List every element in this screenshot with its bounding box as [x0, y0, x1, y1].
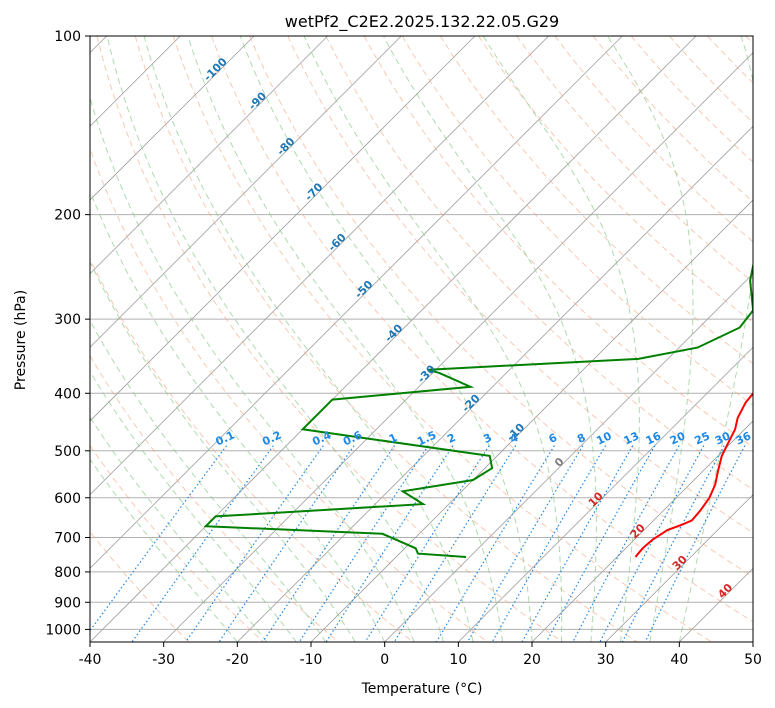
x-tick-label: 50: [744, 652, 762, 668]
moist-adiabat-line: [607, 36, 694, 642]
moist-adiabat-line: [90, 458, 238, 642]
mixing-ratio-label: 20: [668, 429, 688, 447]
moist-adiabat-line: [239, 36, 533, 642]
moist-adiabat-line: [187, 36, 503, 642]
mixing-ratio-line: [364, 445, 490, 642]
moist-adiabat-line: [678, 36, 753, 642]
y-tick-label: 500: [54, 444, 81, 460]
dry-adiabat-line: [211, 36, 753, 623]
dry-adiabat-line: [363, 36, 753, 448]
dry-adiabat-line: [401, 36, 753, 406]
dry-adiabat-line: [134, 36, 638, 642]
y-tick-label: 300: [54, 312, 81, 328]
isotherm-line: [384, 273, 753, 642]
mixing-ratio-label: 13: [622, 429, 641, 447]
y-tick-label: 900: [54, 595, 81, 611]
isotherm-line: [90, 36, 549, 496]
mixing-ratio-line: [491, 445, 607, 642]
isotherm-line: [605, 494, 753, 642]
dry-adiabat-line: [287, 36, 753, 534]
mixing-ratio-line: [572, 445, 680, 642]
dry-adiabat-line: [592, 36, 753, 203]
isotherm-line: [90, 36, 402, 348]
dry-adiabat-line: [90, 354, 339, 642]
x-tick-label: -30: [152, 652, 175, 668]
temperature-line: [634, 391, 753, 558]
dry-adiabat-line: [325, 36, 753, 491]
x-tick-label: -10: [300, 652, 323, 668]
dry-adiabat-line: [96, 36, 563, 642]
mixing-ratio-line: [325, 445, 454, 642]
dry-adiabat-line: [172, 36, 712, 642]
dewpoint-line: [203, 261, 753, 558]
mixing-ratio-label: 16: [644, 429, 664, 447]
moist-adiabat-line: [143, 36, 474, 642]
mixing-ratio-label: 30: [713, 429, 733, 447]
isotherm-line: [531, 420, 753, 642]
x-tick-label: 10: [449, 652, 467, 668]
mixing-ratio-line: [131, 445, 274, 642]
isotherm-line: [458, 346, 753, 642]
y-tick-label: 800: [54, 565, 81, 581]
mixing-ratio-label: 25: [693, 429, 712, 447]
plot-area: [90, 36, 753, 642]
mixing-ratio-line: [393, 445, 517, 642]
mixing-ratio-label: 36: [734, 429, 754, 447]
isotherm-line: [90, 36, 255, 201]
y-axis-label: Pressure (hPa): [13, 290, 29, 390]
y-tick-label: 100: [54, 29, 81, 45]
mixing-ratio-line: [262, 445, 396, 642]
x-tick-label: 40: [670, 652, 688, 668]
dry-adiabat-line: [90, 444, 264, 642]
isotherm-line: [237, 125, 753, 642]
chart-title: wetPf2_C2E2.2025.132.22.05.G29: [285, 12, 559, 32]
moist-adiabat-line: [90, 189, 386, 642]
isotherm-line: [752, 641, 753, 642]
x-tick-label: 20: [523, 652, 541, 668]
mixing-ratio-line: [545, 445, 656, 642]
y-tick-label: 700: [54, 531, 81, 547]
moist-adiabat-line: [106, 36, 445, 642]
isotherm-line: [163, 52, 753, 642]
isotherm-line: [90, 36, 476, 422]
dry-adiabat-line: [554, 36, 753, 243]
x-tick-label: -20: [226, 652, 249, 668]
mixing-ratio-line: [435, 445, 555, 642]
y-tick-label: 400: [54, 386, 81, 402]
x-axis-label: Temperature (°C): [361, 681, 483, 697]
profile-lines: [203, 261, 753, 558]
mixing-ratio-line: [599, 445, 705, 642]
moist-adiabat-line: [303, 36, 563, 642]
dry-adiabat-line: [439, 36, 753, 365]
x-tick-label: -40: [79, 652, 102, 668]
moist-adiabat-line: [90, 260, 356, 642]
isotherm-line: [90, 36, 623, 569]
moist-adiabat-line: [482, 36, 640, 642]
moist-adiabat-line: [90, 95, 415, 642]
background-lines: [90, 36, 753, 642]
x-tick-label: 30: [597, 652, 615, 668]
isotherm-line: [90, 36, 328, 275]
moist-adiabat-line: [382, 36, 597, 642]
mixing-ratio-line: [90, 445, 228, 632]
y-tick-label: 600: [54, 491, 81, 507]
isotherm-line: [90, 36, 697, 642]
y-tick-label: 200: [54, 208, 81, 224]
plot-frame: [89, 35, 754, 643]
dry-adiabat-line: [249, 36, 753, 578]
x-tick-label: 0: [380, 652, 389, 668]
dry-adiabat-line: [90, 147, 488, 642]
y-tick-label: 1000: [45, 622, 81, 638]
plot-background: [90, 36, 753, 642]
mixing-ratio-label: 10: [594, 429, 614, 447]
mixing-ratio-line: [218, 445, 355, 642]
mixing-ratio-line: [466, 445, 584, 642]
axes: -40 -30 -20 -10 0 10 20 30 40 50 100 200 300 400 500 60…: [45, 29, 762, 668]
moist-adiabat-line: [90, 370, 297, 642]
moist-adiabat-line: [90, 416, 268, 642]
dry-adiabat-line: [90, 257, 414, 642]
